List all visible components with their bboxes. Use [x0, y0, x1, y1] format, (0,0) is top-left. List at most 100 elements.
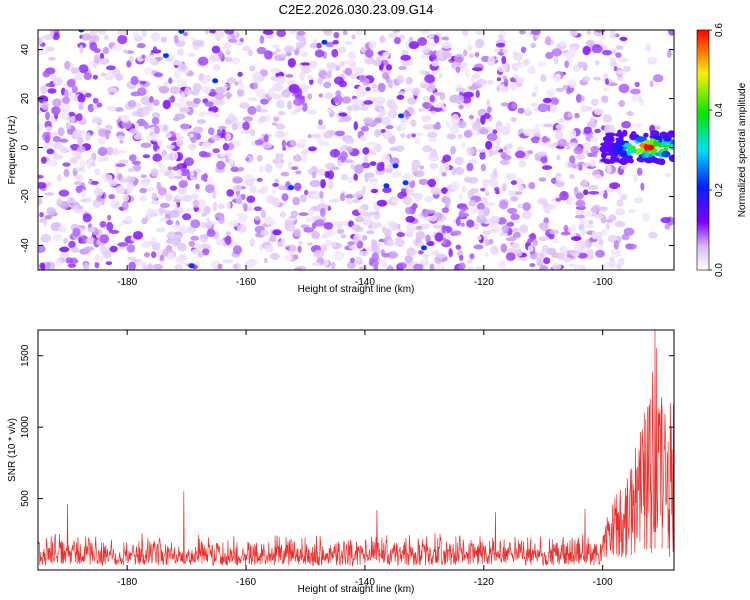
- spectrogram-cell: [390, 157, 400, 166]
- spectrogram-cell: [211, 45, 221, 54]
- spectrogram-cell: [177, 48, 184, 56]
- spectrogram-cell: [527, 245, 534, 252]
- spectrogram-cell: [201, 243, 210, 249]
- spectrogram-cell: [430, 110, 437, 115]
- spectrogram-cell: [275, 75, 286, 85]
- spectrogram-cell: [546, 172, 552, 178]
- spectrogram-x-tick-label: -120: [474, 277, 494, 288]
- spectrogram-cell: [485, 140, 493, 150]
- spectrogram-cell: [140, 180, 150, 187]
- spectrogram-cell: [580, 229, 587, 236]
- spectrogram-cell: [591, 230, 598, 240]
- spectrogram-cell: [648, 231, 658, 239]
- snr-y-ticks: 500 1000 1500: [20, 344, 674, 507]
- spectrogram-cell: [47, 57, 57, 61]
- spectrogram-x-ticks: -180 -160 -140 -120 -100: [117, 30, 613, 288]
- spectrogram-cell: [263, 257, 268, 264]
- spectrogram-cell: [540, 156, 548, 164]
- spectrogram-cells: [38, 30, 674, 270]
- spectrogram-cell: [349, 73, 359, 80]
- spectrogram-cell: [100, 72, 106, 77]
- spectrogram-cell: [335, 65, 341, 71]
- spectrogram-cell: [260, 98, 269, 105]
- spectrogram-cell: [141, 54, 146, 59]
- spectrogram-cell: [190, 170, 195, 177]
- spectrogram-cell: [538, 177, 547, 182]
- spectrogram-cell: [346, 146, 353, 153]
- spectrogram-cell: [358, 250, 370, 257]
- spectrogram-cell: [99, 220, 107, 228]
- spectrogram-cell: [644, 150, 650, 158]
- spectrogram-cell: [419, 165, 425, 170]
- spectrogram-cell: [222, 259, 234, 264]
- spectrogram-cell: [242, 116, 254, 122]
- spectrogram-cell: [259, 35, 265, 44]
- spectrogram-cell: [515, 76, 526, 84]
- spectrogram-cell: [607, 82, 618, 87]
- spectrogram-cell: [253, 81, 259, 90]
- spectrogram-cell: [329, 198, 341, 203]
- spectrogram-cell: [350, 165, 355, 170]
- spectrogram-cell: [217, 161, 226, 169]
- spectrogram-cell: [469, 188, 479, 194]
- spectrogram-cell: [307, 93, 313, 100]
- spectrogram-cell: [152, 263, 164, 270]
- spectrogram-cell: [306, 109, 318, 115]
- spectrogram-cell: [249, 238, 255, 247]
- spectrogram-cell: [172, 117, 181, 122]
- spectrogram-cell: [451, 230, 462, 236]
- spectrogram-cell: [546, 247, 557, 256]
- spectrogram-cell: [568, 46, 577, 56]
- spectrogram-cell: [460, 222, 465, 227]
- spectrogram-cell: [215, 238, 225, 246]
- spectrogram-cell: [492, 150, 499, 155]
- spectrogram-cell: [192, 83, 202, 92]
- spectrogram-cell: [340, 151, 348, 161]
- spectrogram-cell: [472, 73, 481, 79]
- spectrogram-cell: [274, 132, 283, 139]
- spectrogram-cell: [181, 194, 193, 202]
- spectrogram-cell: [44, 134, 50, 144]
- spectrogram-cell: [489, 245, 499, 255]
- spectrogram-cell: [430, 187, 442, 195]
- spectrogram-cell: [283, 45, 295, 54]
- spectrogram-cell: [214, 92, 225, 101]
- spectrogram-cell: [620, 165, 627, 170]
- spectrogram-cell: [568, 173, 575, 180]
- spectrogram-cell: [57, 127, 65, 137]
- spectrogram-cell: [45, 82, 56, 88]
- spectrogram-cell: [216, 128, 222, 136]
- spectrogram-cell: [380, 154, 391, 163]
- spectrogram-cell: [193, 97, 201, 105]
- spectrogram-cell: [294, 49, 300, 56]
- spectrogram-cell: [582, 76, 591, 82]
- spectrogram-cell: [605, 219, 613, 223]
- spectrogram-cell: [395, 145, 405, 153]
- spectrogram-cell: [584, 150, 590, 154]
- spectrogram-cell: [356, 240, 364, 249]
- spectrogram-cell: [293, 182, 302, 191]
- spectrogram-cell: [151, 32, 160, 42]
- spectrogram-cell: [308, 146, 317, 152]
- snr-x-tick-label: -120: [474, 577, 494, 588]
- spectrogram-cell: [595, 243, 603, 250]
- spectrogram-cell: [487, 56, 496, 66]
- spectrogram-cell: [420, 115, 432, 122]
- spectrogram-cell: [420, 257, 430, 266]
- spectrogram-cell: [359, 106, 369, 111]
- spectrogram-cell: [68, 240, 76, 249]
- spectrogram-cell: [117, 242, 129, 247]
- spectrogram-cell: [433, 35, 440, 44]
- spectrogram-cell: [427, 137, 438, 143]
- spectrogram-cell: [150, 200, 160, 205]
- spectrogram-cell: [179, 167, 190, 174]
- spectrogram-cell: [301, 149, 309, 156]
- spectrogram-cell: [258, 165, 264, 173]
- spectrogram-cell: [172, 234, 183, 240]
- spectrogram-cell: [176, 170, 183, 176]
- spectrogram-cell: [244, 173, 255, 180]
- spectrogram-cell: [557, 252, 565, 260]
- spectrogram-cell: [178, 180, 188, 188]
- spectrogram-cell: [530, 42, 537, 49]
- spectrogram-y-tick-label: -40: [20, 238, 31, 253]
